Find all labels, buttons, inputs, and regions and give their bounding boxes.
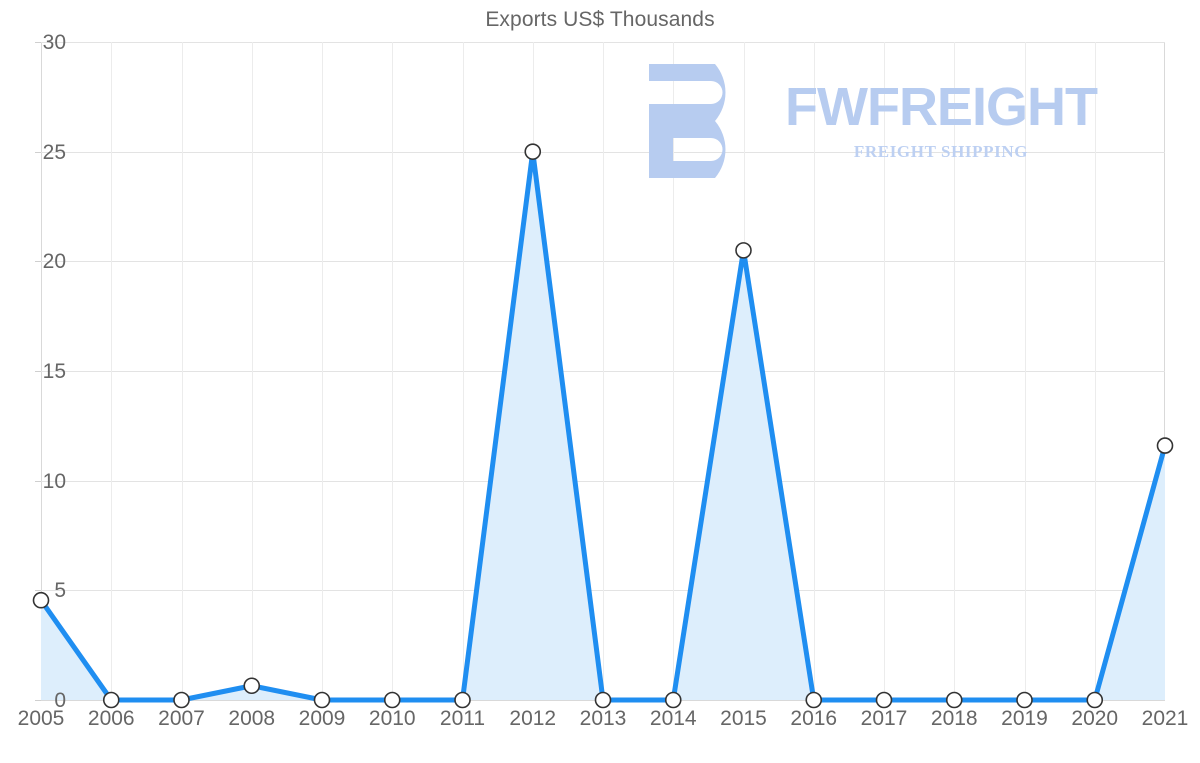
gridline-x-2009 — [322, 42, 323, 700]
gridline-x-2010 — [392, 42, 393, 700]
data-point-2005[interactable] — [32, 591, 50, 609]
x-axis-label-2020: 2020 — [1071, 707, 1119, 730]
y-axis-label-25: 25 — [42, 140, 66, 164]
data-point-2021[interactable] — [1156, 437, 1174, 454]
x-axis-label-2014: 2014 — [649, 707, 697, 730]
x-axis-label-2021: 2021 — [1141, 707, 1189, 730]
x-axis-label-2006: 2006 — [87, 707, 135, 730]
data-point-2015[interactable] — [735, 242, 752, 259]
gridline-x-2008 — [252, 42, 253, 700]
data-point-2017[interactable] — [875, 691, 893, 709]
y-axis-label-0: 0 — [54, 689, 66, 712]
data-point-markers — [32, 143, 1174, 709]
gridline-x-2019 — [1025, 42, 1026, 700]
data-point-2006[interactable] — [102, 691, 120, 709]
gridline-x-2007 — [182, 42, 183, 700]
x-axis-label-2005: 2005 — [17, 707, 65, 730]
data-point-2011[interactable] — [454, 691, 471, 709]
y-axis-label-30: 30 — [42, 31, 66, 54]
data-point-2016[interactable] — [805, 691, 823, 709]
x-axis-label-2008: 2008 — [228, 707, 276, 730]
data-point-2020[interactable] — [1086, 691, 1104, 709]
x-axis-label-2007: 2007 — [158, 707, 205, 730]
x-axis-label-2012: 2012 — [509, 707, 557, 730]
plot-area — [32, 42, 1174, 709]
data-point-2009[interactable] — [313, 691, 331, 709]
tick-y-30 — [35, 42, 41, 43]
data-point-2012[interactable] — [524, 143, 542, 160]
tick-y-15 — [35, 371, 41, 372]
tick-y-10 — [35, 480, 41, 482]
data-point-2010[interactable] — [383, 691, 401, 709]
data-point-2018[interactable] — [945, 691, 963, 709]
data-point-2008[interactable] — [243, 677, 261, 695]
gridline-x-2020 — [1095, 42, 1096, 700]
data-point-2014[interactable] — [664, 691, 682, 709]
x-axis-label-2017: 2017 — [860, 707, 908, 730]
y-axis-label-10: 10 — [42, 469, 66, 493]
gridline-x-2016 — [814, 42, 815, 700]
x-axis-label-2013: 2013 — [579, 707, 627, 730]
area-fill — [41, 151, 1165, 701]
gridline-x-2014 — [673, 42, 674, 700]
x-axis-label-2018: 2018 — [930, 707, 978, 730]
x-axis-label-2015: 2015 — [720, 707, 767, 730]
line-stroke — [38, 149, 1168, 703]
data-point-2019[interactable] — [1016, 691, 1033, 709]
tick-y-20 — [35, 261, 41, 263]
x-axis-label-2016: 2016 — [790, 707, 838, 730]
data-point-2007[interactable] — [173, 691, 190, 709]
tick-y-0 — [35, 700, 41, 701]
gridline-x-2017 — [884, 42, 885, 700]
gridline-x-2013 — [603, 42, 604, 700]
data-point-2013[interactable] — [594, 691, 612, 709]
tick-y-25 — [35, 151, 41, 153]
y-axis-label-5: 5 — [54, 579, 66, 603]
y-axis-label-20: 20 — [42, 250, 66, 274]
series-exports — [32, 143, 1174, 709]
gridline-x-2018 — [954, 42, 955, 700]
chart-title: Exports US$ Thousands — [485, 8, 715, 31]
gridline-x-2006 — [111, 42, 112, 700]
y-axis-label-15: 15 — [42, 360, 66, 383]
x-axis-label-2011: 2011 — [439, 707, 486, 730]
x-axis-label-2009: 2009 — [298, 707, 346, 730]
x-axis-label-2010: 2010 — [368, 707, 416, 730]
x-axis-label-2019: 2019 — [1001, 707, 1048, 730]
tick-y-5 — [35, 590, 41, 592]
gridline-x-2011 — [463, 42, 464, 700]
